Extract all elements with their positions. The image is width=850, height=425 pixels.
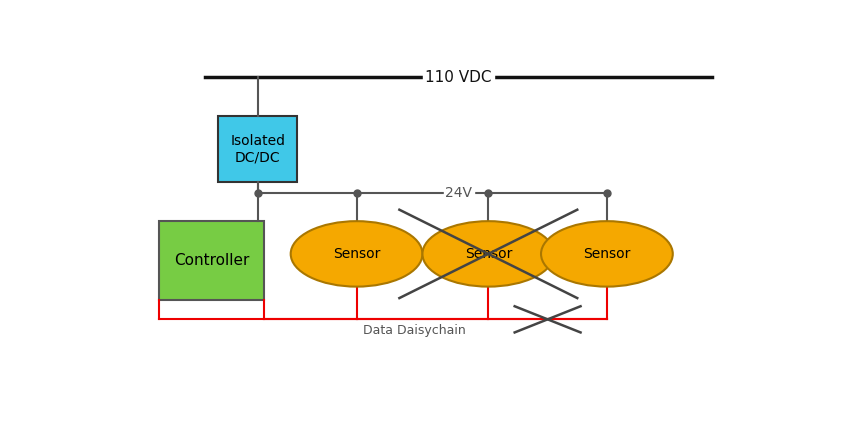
Circle shape	[541, 221, 673, 286]
Text: 24V: 24V	[445, 186, 473, 200]
Text: Data Daisychain: Data Daisychain	[363, 324, 466, 337]
FancyBboxPatch shape	[159, 221, 264, 300]
Text: Sensor: Sensor	[333, 247, 380, 261]
Text: Controller: Controller	[174, 253, 249, 268]
Text: Isolated
DC/DC: Isolated DC/DC	[230, 134, 286, 164]
Text: 110 VDC: 110 VDC	[426, 70, 492, 85]
Text: Sensor: Sensor	[465, 247, 512, 261]
FancyBboxPatch shape	[218, 116, 298, 182]
Circle shape	[291, 221, 422, 286]
Text: Sensor: Sensor	[583, 247, 631, 261]
Circle shape	[422, 221, 554, 286]
